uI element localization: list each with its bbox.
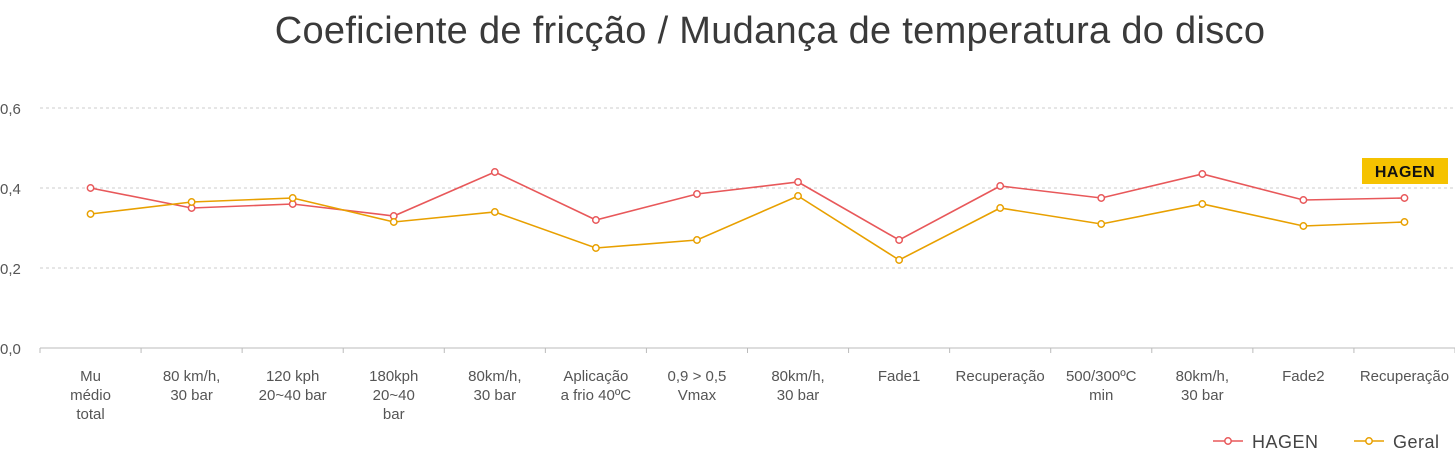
annotation-layer: HAGEN <box>1362 158 1448 184</box>
x-tick-label: 180kph 20~40 bar <box>369 368 418 423</box>
x-tick-label: 80km/h, 30 bar <box>1176 368 1229 404</box>
x-tick-label: Recuperação <box>956 368 1045 385</box>
data-point-geral <box>794 192 802 200</box>
data-point-geral <box>86 210 95 218</box>
x-tick-label: Mu médio total <box>70 368 111 423</box>
legend-label-hagen: HAGEN <box>1252 432 1319 450</box>
y-tick-label: 0,4 <box>0 181 21 198</box>
x-axis: Mu médio total 80 km/h, 30 bar 120 kph 20~40 b… <box>39 348 1455 423</box>
legend: HAGEN Geral <box>1213 432 1440 450</box>
data-point-geral <box>693 236 701 244</box>
data-point-hagen <box>591 216 600 224</box>
data-point-hagen <box>1400 194 1409 202</box>
chart-title: Coeficiente de fricção / Mudança de temp… <box>274 10 1266 52</box>
data-point-hagen <box>895 236 904 244</box>
data-point-hagen <box>996 182 1005 190</box>
data-point-hagen <box>1299 196 1308 204</box>
series-layer <box>86 168 1409 264</box>
legend-label-geral: Geral <box>1393 432 1440 450</box>
hagen-badge-text: HAGEN <box>1375 164 1435 181</box>
x-tick-label: Aplicação a frio 40ºC <box>561 368 632 404</box>
x-tick-label: 120 kph 20~40 bar <box>259 368 327 404</box>
data-point-hagen <box>693 190 701 198</box>
x-tick-label: 80km/h, 30 bar <box>771 368 824 404</box>
data-point-geral <box>1299 222 1308 230</box>
data-point-geral <box>490 208 499 216</box>
data-point-hagen <box>1097 194 1106 202</box>
data-point-geral <box>1400 218 1409 226</box>
data-point-geral <box>288 194 297 202</box>
data-point-hagen <box>1198 170 1207 178</box>
x-tick-label: Recuperação <box>1360 368 1449 385</box>
x-tick-label: 500/300ºC min <box>1066 368 1137 404</box>
x-tick-label: 80 km/h, 30 bar <box>163 368 221 404</box>
legend-marker-hagen <box>1224 437 1232 445</box>
y-tick-label: 0,2 <box>0 261 21 278</box>
hagen-badge <box>1362 158 1448 184</box>
grid-layer <box>40 107 1455 349</box>
data-point-geral <box>389 218 398 226</box>
data-point-geral <box>1097 220 1106 228</box>
data-point-geral <box>895 256 904 264</box>
x-tick-label: 80km/h, 30 bar <box>468 368 521 404</box>
legend-marker-geral <box>1365 437 1373 445</box>
data-point-hagen <box>490 168 499 176</box>
x-tick-label: 0,9 > 0,5 Vmax <box>668 368 727 404</box>
y-axis: 0,0 0,2 0,4 0,6 <box>0 101 21 358</box>
data-point-geral <box>187 198 196 206</box>
x-tick-label: Fade1 <box>878 368 921 385</box>
data-point-geral <box>591 244 600 252</box>
series-line-hagen <box>90 171 1405 241</box>
data-point-geral <box>996 204 1005 212</box>
data-point-geral <box>1198 200 1207 208</box>
data-point-hagen <box>86 184 95 192</box>
x-tick-label: Fade2 <box>1282 368 1325 385</box>
data-point-hagen <box>794 178 802 186</box>
series-line-geral <box>90 195 1405 261</box>
y-tick-label: 0,6 <box>0 101 21 118</box>
y-tick-label: 0,0 <box>0 341 21 358</box>
